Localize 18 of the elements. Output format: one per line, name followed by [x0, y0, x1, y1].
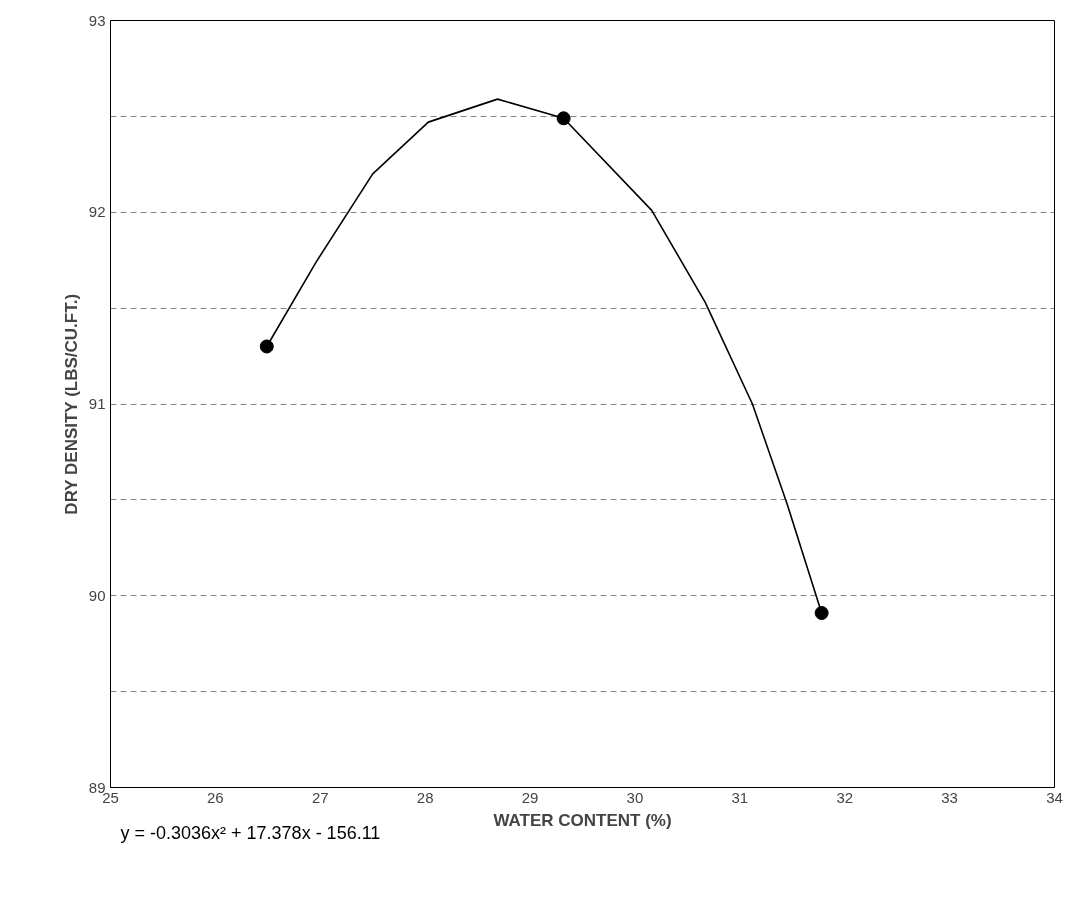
x-tick-label: 28	[416, 788, 434, 806]
point	[814, 606, 829, 620]
x-tick-label: 29	[521, 788, 539, 806]
x-tick-label: 31	[731, 788, 749, 806]
x-tick-label: 33	[941, 788, 958, 806]
text: y = -0.3036x² + 17.378x - 156.11	[120, 822, 381, 843]
x-tick-label: 30	[626, 788, 644, 806]
y-tick-label: 92	[88, 203, 106, 221]
y-axis-title: DRY DENSITY (LBS/CU.FT.)	[61, 293, 81, 515]
point	[259, 339, 274, 354]
y-tick-label: 91	[88, 395, 106, 412]
y-tick-label: 93	[88, 11, 106, 29]
x-tick-label: 34	[1046, 788, 1063, 806]
x-tick-label: 32	[836, 788, 854, 806]
x-tick-label: 26	[207, 788, 224, 806]
y-tick-label: 90	[88, 586, 106, 604]
x-axis-title: WATER CONTENT (%)	[493, 810, 672, 830]
x-tick-label: 27	[311, 788, 329, 806]
